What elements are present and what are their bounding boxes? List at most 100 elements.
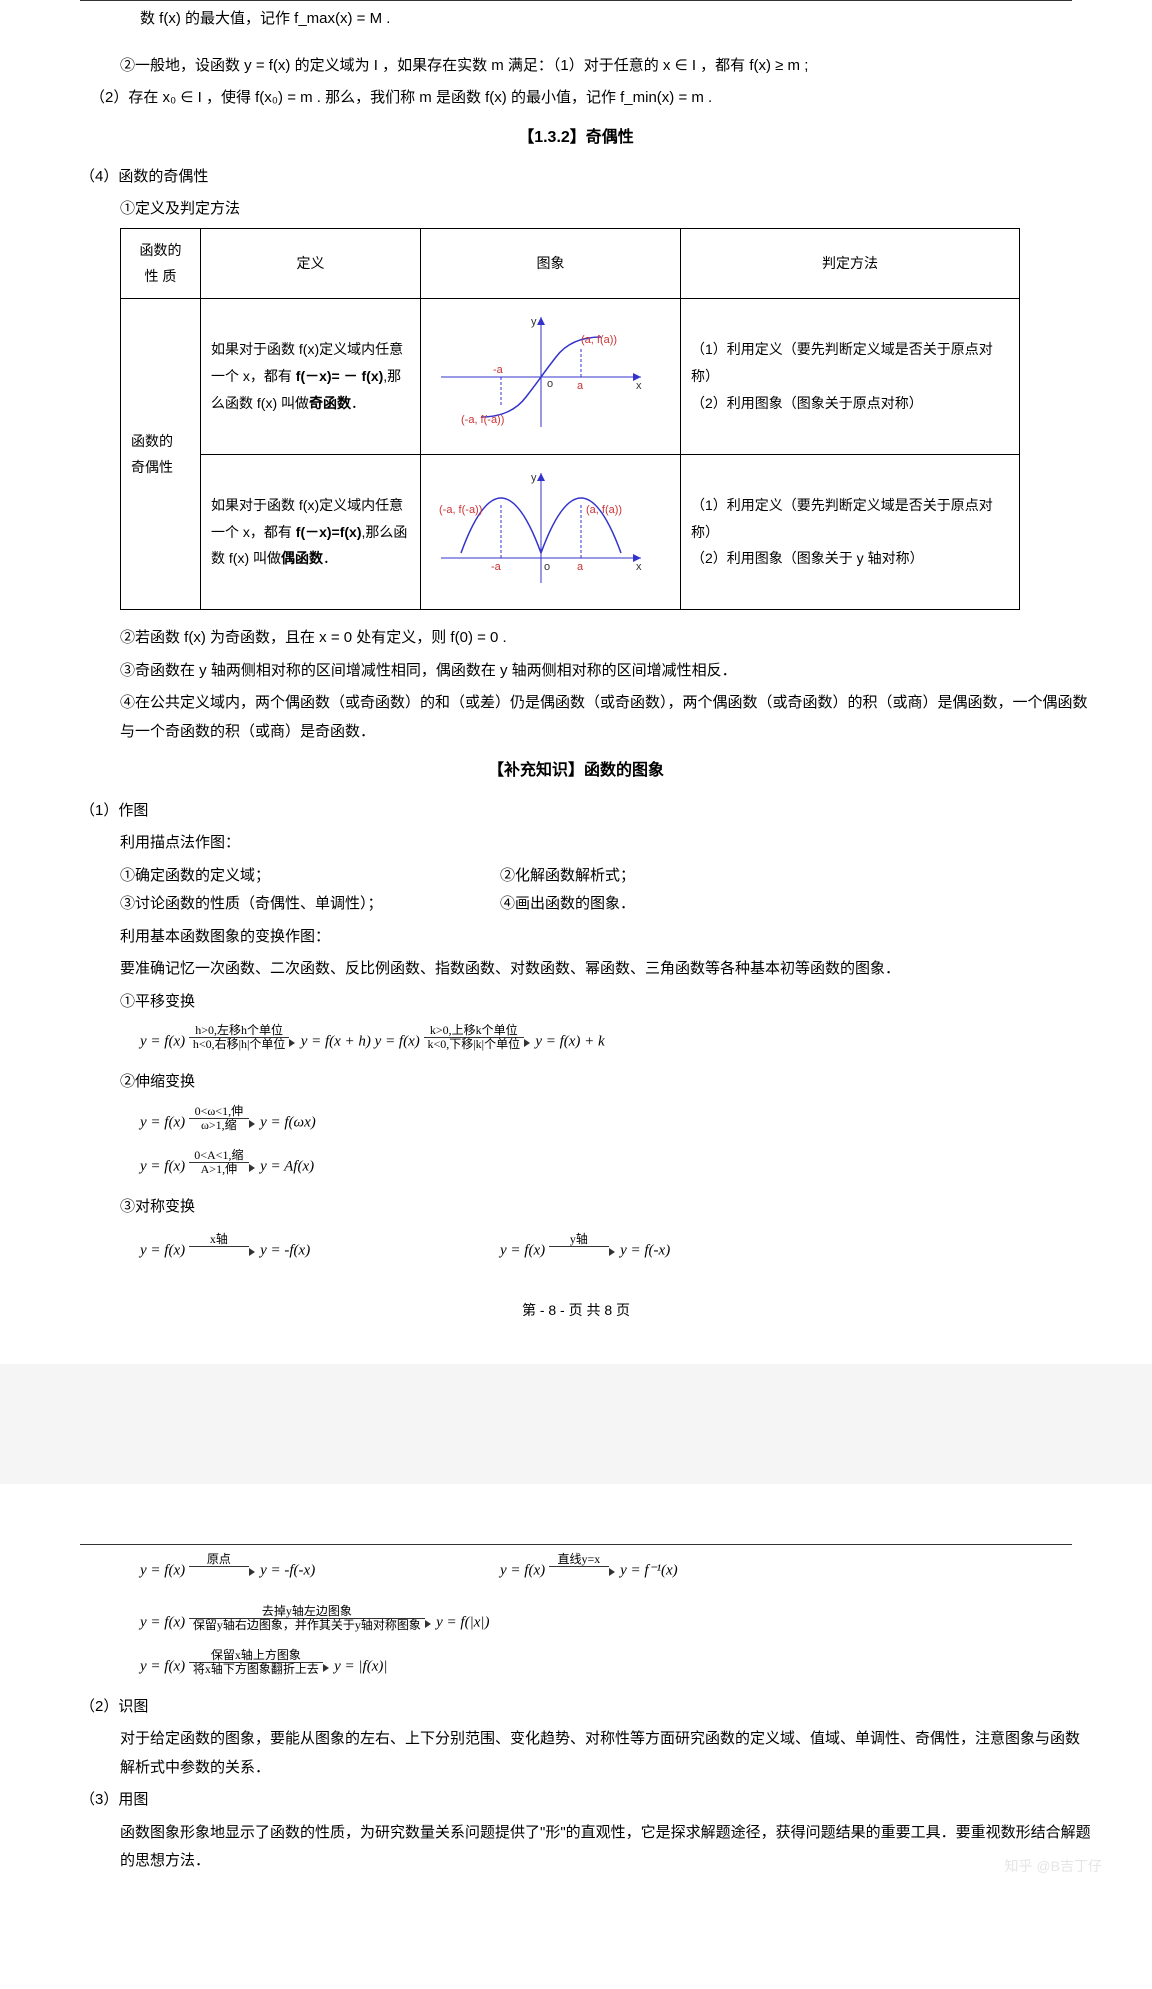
trans-6-row: y = f(x) 保留x轴上方图象 将x轴下方图象翻折上去 y = |f(x)| — [80, 1649, 1092, 1685]
eq-right: y = f⁻¹(x) — [620, 1562, 678, 1578]
eq-left: y = f(x) — [500, 1562, 545, 1578]
odd-function-graph: o x y a -a (a, f(a)) (-a, f(-a)) — [431, 307, 651, 437]
trans-title-3: ③对称变换 — [60, 1193, 1092, 1222]
arrow-icon: 直线y=x — [549, 1553, 609, 1589]
arrow-icon: x轴 — [189, 1233, 249, 1269]
arrow-under: 保留y轴右边图象，并作其关于y轴对称图象 — [189, 1619, 425, 1632]
arrow-icon: 原点 — [189, 1553, 249, 1589]
svg-text:a: a — [577, 561, 584, 573]
eq-mid: y = f(x + h) y = f(x) — [301, 1034, 420, 1050]
arrow-under: h<0,右移|h|个单位 — [189, 1038, 290, 1051]
svg-text:(-a, f(-a)): (-a, f(-a)) — [461, 414, 504, 426]
arrow-over: x轴 — [189, 1233, 249, 1247]
svg-text:y: y — [531, 316, 537, 328]
eq-left: y = f(x) — [140, 1614, 185, 1630]
svg-text:x: x — [636, 561, 642, 573]
arrow-under: A>1,伸 — [189, 1163, 249, 1176]
item-4-4: ④在公共定义域内，两个偶函数（或奇函数）的和（或差）仍是偶函数（或奇函数），两个… — [60, 689, 1092, 746]
sup-1: （1）作图 — [60, 797, 1092, 826]
watermark: 知乎 @B吉丁仔 — [1005, 1853, 1102, 1880]
eq-left: y = f(x) — [140, 1562, 185, 1578]
arrow-icon: 保留x轴上方图象 将x轴下方图象翻折上去 — [189, 1649, 323, 1685]
page-border — [80, 0, 1072, 1]
svg-text:(a, f(a)): (a, f(a)) — [586, 504, 622, 516]
trans-2a-row: y = f(x) 0<ω<1,伸 ω>1,缩 y = f(ωx) — [80, 1105, 1092, 1141]
cell-odd-def: 如果对于函数 f(x)定义域内任意一个 x，都有 f(－x)= － f(x),那… — [201, 299, 421, 455]
arrow-over: 0<ω<1,伸 — [189, 1105, 249, 1119]
sup-3: （3）用图 — [60, 1786, 1092, 1815]
page-footer: 第 - 8 - 页 共 8 页 — [60, 1297, 1092, 1324]
item-4: （4）函数的奇偶性 — [60, 163, 1092, 192]
svg-text:-a: -a — [493, 364, 504, 376]
svg-text:o: o — [544, 561, 550, 573]
svg-text:(-a, f(-a)): (-a, f(-a)) — [439, 504, 482, 516]
trans-4-row: y = f(x) 原点 y = -f(-x) y = f(x) 直线y=x y … — [60, 1545, 1092, 1597]
arrow-icon: k>0,上移k个单位 k<0,下移|k|个单位 — [424, 1024, 525, 1060]
sup-2: （2）识图 — [60, 1693, 1092, 1722]
cell-rowspan: 函数的 奇偶性 — [121, 299, 201, 610]
eq-right: y = f(ωx) — [260, 1114, 316, 1130]
trans-1-row: y = f(x) h>0,左移h个单位 h<0,右移|h|个单位 y = f(x… — [80, 1024, 1092, 1060]
arrow-over: 0<A<1,缩 — [189, 1149, 249, 1163]
sup-2-text: 对于给定函数的图象，要能从图象的左右、上下分别范围、变化趋势、对称性等方面研究函… — [60, 1725, 1092, 1782]
arrow-over: y轴 — [549, 1233, 609, 1247]
sup-1d: 利用基本函数图象的变换作图： — [60, 923, 1092, 952]
eq-right: y = f(|x|) — [436, 1614, 489, 1630]
eq-right: y = |f(x)| — [334, 1658, 387, 1674]
cell-even-def: 如果对于函数 f(x)定义域内任意一个 x，都有 f(－x)=f(x),那么函数… — [201, 454, 421, 610]
section-title-sup: 【补充知识】函数的图象 — [60, 756, 1092, 786]
th-property: 函数的 性 质 — [121, 228, 201, 298]
table-row: 函数的 奇偶性 如果对于函数 f(x)定义域内任意一个 x，都有 f(－x)= … — [121, 299, 1020, 455]
trans-3-row: y = f(x) x轴 y = -f(x) y = f(x) y轴 y = f(… — [60, 1225, 1092, 1277]
page-gap — [0, 1364, 1152, 1484]
even-function-graph: o x y a -a (a, f(a)) (-a, f(-a)) — [431, 463, 651, 593]
arrow-icon: 0<A<1,缩 A>1,伸 — [189, 1149, 249, 1185]
eq-left: y = f(x) — [140, 1034, 185, 1050]
eq-right: y = f(-x) — [620, 1243, 670, 1259]
cell-even-method: （1）利用定义（要先判断定义域是否关于原点对称） （2）利用图象（图象关于 y … — [681, 454, 1020, 610]
sup-1b-left: ①确定函数的定义域； — [120, 862, 500, 891]
sup-1e: 要准确记忆一次函数、二次函数、反比例函数、指数函数、对数函数、幂函数、三角函数等… — [60, 955, 1092, 984]
eq-right: y = Af(x) — [260, 1158, 314, 1174]
item-4-2: ②若函数 f(x) 为奇函数，且在 x = 0 处有定义，则 f(0) = 0 … — [60, 624, 1092, 653]
text-max: 数 f(x) 的最大值，记作 f_max(x) = M . — [60, 5, 1092, 34]
sup-3-text: 函数图象形象地显示了函数的性质，为研究数量关系问题提供了"形"的直观性，它是探求… — [60, 1819, 1092, 1876]
item-4-3: ③奇函数在 y 轴两侧相对称的区间增减性相同，偶函数在 y 轴两侧相对称的区间增… — [60, 657, 1092, 686]
cell-even-graph: o x y a -a (a, f(a)) (-a, f(-a)) — [421, 454, 681, 610]
eq-left: y = f(x) — [140, 1114, 185, 1130]
svg-text:o: o — [547, 378, 553, 390]
arrow-over: 保留x轴上方图象 — [189, 1649, 323, 1663]
item-4-1: ①定义及判定方法 — [60, 195, 1092, 224]
text-min-a: ②一般地，设函数 y = f(x) 的定义域为 I ，如果存在实数 m 满足：（… — [60, 52, 1092, 81]
th-definition: 定义 — [201, 228, 421, 298]
table-row: 如果对于函数 f(x)定义域内任意一个 x，都有 f(－x)=f(x),那么函数… — [121, 454, 1020, 610]
section-title-132: 【1.3.2】奇偶性 — [60, 123, 1092, 153]
trans-2b-row: y = f(x) 0<A<1,缩 A>1,伸 y = Af(x) — [80, 1149, 1092, 1185]
trans-title-1: ①平移变换 — [60, 988, 1092, 1017]
cell-odd-method: （1）利用定义（要先判断定义域是否关于原点对称） （2）利用图象（图象关于原点对… — [681, 299, 1020, 455]
svg-text:-a: -a — [491, 561, 502, 573]
trans-5-row: y = f(x) 去掉y轴左边图象 保留y轴右边图象，并作其关于y轴对称图象 y… — [80, 1605, 1092, 1641]
arrow-icon: y轴 — [549, 1233, 609, 1269]
svg-text:y: y — [531, 472, 537, 484]
arrow-icon: 去掉y轴左边图象 保留y轴右边图象，并作其关于y轴对称图象 — [189, 1605, 425, 1641]
arrow-under: k<0,下移|k|个单位 — [424, 1038, 525, 1051]
eq-left: y = f(x) — [140, 1158, 185, 1174]
sup-1c-left: ③讨论函数的性质（奇偶性、单调性）； — [120, 890, 500, 919]
eq-right: y = f(x) + k — [535, 1034, 604, 1050]
parity-table: 函数的 性 质 定义 图象 判定方法 函数的 奇偶性 如果对于函数 f(x)定义… — [120, 228, 1020, 610]
th-graph: 图象 — [421, 228, 681, 298]
trans-title-2: ②伸缩变换 — [60, 1068, 1092, 1097]
sup-1c: ③讨论函数的性质（奇偶性、单调性）； ④画出函数的图象． — [60, 890, 1092, 919]
arrow-over: 直线y=x — [549, 1553, 609, 1567]
arrow-over: 原点 — [189, 1553, 249, 1567]
svg-text:x: x — [636, 380, 642, 392]
text-min-b: （2）存在 x₀ ∈ I ，使得 f(x₀) = m . 那么，我们称 m 是函… — [60, 84, 1092, 113]
page-2: y = f(x) 原点 y = -f(-x) y = f(x) 直线y=x y … — [0, 1484, 1152, 1920]
arrow-under: ω>1,缩 — [189, 1119, 249, 1132]
eq-left: y = f(x) — [140, 1243, 185, 1259]
page-1: 数 f(x) 的最大值，记作 f_max(x) = M . ②一般地，设函数 y… — [0, 0, 1152, 1364]
eq-right: y = -f(-x) — [260, 1562, 315, 1578]
svg-text:(a, f(a)): (a, f(a)) — [581, 334, 617, 346]
sup-1b-right: ②化解函数解析式； — [500, 862, 635, 891]
